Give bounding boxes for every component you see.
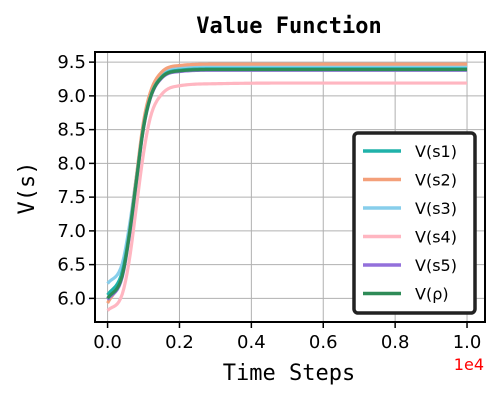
legend-label: V(ρ) [415, 285, 449, 304]
x-tick-label: 0.8 [381, 332, 410, 353]
y-tick-label: 9.0 [57, 86, 86, 107]
series-line-2 [106, 62, 468, 304]
series-line-4 [106, 81, 468, 312]
series-line-6 [106, 67, 468, 300]
y-tick-label: 8.0 [57, 153, 86, 174]
legend-label: V(s2) [415, 171, 457, 190]
plot-frame [94, 51, 486, 323]
legend-label: V(s3) [415, 199, 457, 218]
y-tick-label: 6.0 [57, 288, 86, 309]
y-tick-label: 6.5 [57, 255, 86, 276]
chart-title: Value Function [196, 14, 381, 39]
legend-label: V(s5) [415, 256, 457, 275]
y-axis-label: V(s) [15, 162, 40, 215]
legend: V(s1) V(s2) V(s3) V(s4) V(s5) V(ρ) [352, 131, 477, 315]
series-lines [106, 62, 468, 312]
x-axis-label: Time Steps [223, 361, 355, 386]
x-tick-label: 1.0 [453, 332, 482, 353]
x-tick-label: 0.2 [165, 332, 194, 353]
x-tick-label: 0.6 [309, 332, 338, 353]
y-ticks: 6.0 6.5 7.0 7.5 8.0 8.5 9.0 9.5 [57, 52, 95, 309]
y-tick-label: 7.0 [57, 221, 86, 242]
y-tick-label: 8.5 [57, 120, 86, 141]
x-ticks: 0.0 0.2 0.4 0.6 0.8 1.0 [93, 322, 481, 353]
x-offset-text: 1e4 [454, 355, 484, 374]
legend-label: V(s4) [415, 228, 457, 247]
legend-label: V(s1) [415, 142, 457, 161]
y-tick-label: 9.5 [57, 52, 86, 73]
x-tick-label: 0.0 [93, 332, 122, 353]
x-tick-label: 0.4 [237, 332, 266, 353]
y-tick-label: 7.5 [57, 187, 86, 208]
